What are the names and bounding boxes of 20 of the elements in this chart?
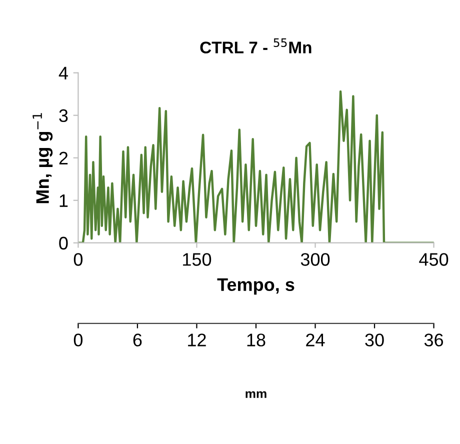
x-tick-label: 0 <box>74 253 83 266</box>
x-axis-title: Tempo, s <box>217 278 294 295</box>
x2-tick-label: 6 <box>133 334 142 346</box>
x2-tick-label: 30 <box>365 334 384 346</box>
x2-tick-label: 36 <box>424 334 444 346</box>
x2-axis-title: mm <box>246 391 266 398</box>
y-axis-title: Mn, µg g$^{−1}$ <box>32 113 53 204</box>
y-tick-label: 2 <box>59 152 68 164</box>
x2-tick-label: 18 <box>247 334 266 346</box>
x-tick-label: 450 <box>419 253 448 266</box>
x-tick-label: 300 <box>300 253 330 266</box>
y-tick-label: 0 <box>59 236 68 250</box>
y-tick-label: 4 <box>58 66 68 80</box>
chart-title: CTRL 7 - $^{55}$Mn <box>200 38 312 54</box>
x-tick-label: 150 <box>183 253 212 266</box>
y-tick-label: 3 <box>59 109 68 122</box>
y-tick-label: 1 <box>60 194 68 207</box>
x2-tick-label: 12 <box>188 334 206 346</box>
x2-tick-label: 0 <box>74 334 83 346</box>
x2-tick-label: 24 <box>306 334 325 346</box>
